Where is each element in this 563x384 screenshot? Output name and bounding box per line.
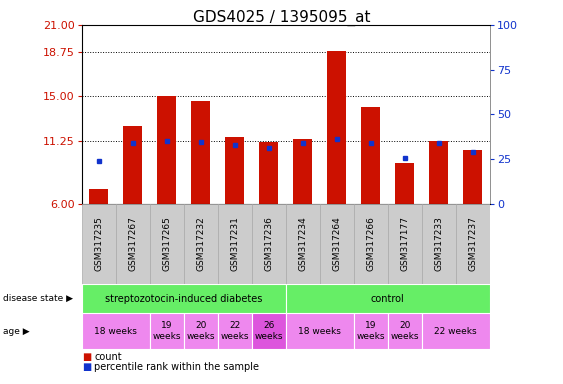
Bar xyxy=(218,204,252,284)
Text: 26
weeks: 26 weeks xyxy=(254,321,283,341)
Bar xyxy=(285,284,490,313)
Bar xyxy=(422,204,456,284)
Bar xyxy=(157,96,176,204)
Bar xyxy=(184,313,218,349)
Bar xyxy=(328,51,346,204)
Bar xyxy=(90,189,108,204)
Bar xyxy=(285,204,320,284)
Bar xyxy=(361,107,380,204)
Bar xyxy=(150,313,184,349)
Text: GSM317232: GSM317232 xyxy=(196,217,205,271)
Text: GSM317267: GSM317267 xyxy=(128,217,137,271)
Text: GSM317237: GSM317237 xyxy=(468,217,477,271)
Bar xyxy=(354,204,388,284)
Text: ■: ■ xyxy=(82,362,91,372)
Text: control: control xyxy=(371,293,405,304)
Text: GDS4025 / 1395095_at: GDS4025 / 1395095_at xyxy=(193,10,370,26)
Text: count: count xyxy=(94,352,122,362)
Bar xyxy=(252,313,286,349)
Text: 22 weeks: 22 weeks xyxy=(435,327,477,336)
Text: GSM317265: GSM317265 xyxy=(162,217,171,271)
Text: GSM317177: GSM317177 xyxy=(400,216,409,271)
Text: GSM317233: GSM317233 xyxy=(434,217,443,271)
Bar xyxy=(184,204,218,284)
Bar xyxy=(388,313,422,349)
Text: GSM317266: GSM317266 xyxy=(367,217,376,271)
Text: GSM317264: GSM317264 xyxy=(332,217,341,271)
Text: 22
weeks: 22 weeks xyxy=(221,321,249,341)
Bar xyxy=(218,313,252,349)
Bar xyxy=(82,284,285,313)
Bar xyxy=(82,204,115,284)
Text: GSM317236: GSM317236 xyxy=(264,217,273,271)
Bar xyxy=(123,126,142,204)
Text: age ▶: age ▶ xyxy=(3,327,29,336)
Bar xyxy=(191,101,210,204)
Bar xyxy=(150,204,184,284)
Text: 18 weeks: 18 weeks xyxy=(298,327,341,336)
Text: 18 weeks: 18 weeks xyxy=(94,327,137,336)
Text: disease state ▶: disease state ▶ xyxy=(3,294,73,303)
Bar xyxy=(422,313,490,349)
Bar xyxy=(252,204,286,284)
Text: GSM317234: GSM317234 xyxy=(298,217,307,271)
Bar xyxy=(430,141,448,204)
Bar xyxy=(395,163,414,204)
Bar xyxy=(285,313,354,349)
Text: GSM317235: GSM317235 xyxy=(94,217,103,271)
Bar xyxy=(456,204,490,284)
Text: 19
weeks: 19 weeks xyxy=(356,321,385,341)
Bar xyxy=(388,204,422,284)
Text: ■: ■ xyxy=(82,352,91,362)
Bar xyxy=(225,137,244,204)
Bar xyxy=(463,150,482,204)
Text: percentile rank within the sample: percentile rank within the sample xyxy=(94,362,259,372)
Bar xyxy=(115,204,150,284)
Bar xyxy=(82,313,150,349)
Text: GSM317231: GSM317231 xyxy=(230,217,239,271)
Bar xyxy=(293,139,312,204)
Text: streptozotocin-induced diabetes: streptozotocin-induced diabetes xyxy=(105,293,262,304)
Bar xyxy=(354,313,388,349)
Text: 20
weeks: 20 weeks xyxy=(186,321,215,341)
Bar xyxy=(320,204,354,284)
Text: 19
weeks: 19 weeks xyxy=(153,321,181,341)
Bar xyxy=(260,142,278,204)
Text: 20
weeks: 20 weeks xyxy=(391,321,419,341)
